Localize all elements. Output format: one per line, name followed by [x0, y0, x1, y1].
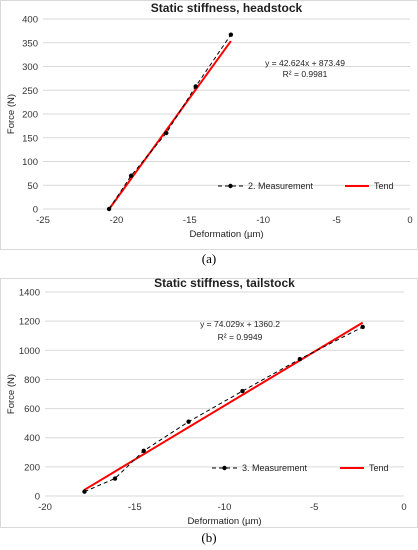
x-tick-label: -5: [332, 215, 340, 226]
y-tick-label: 1200: [19, 317, 40, 328]
y-tick-label: 200: [22, 110, 38, 121]
y-tick-label: 50: [27, 181, 38, 192]
x-tick-label: -10: [256, 215, 270, 226]
legend-label-trend: Tend: [369, 463, 389, 473]
legend-label-measurement: 2. Measurement: [248, 181, 314, 191]
y-tick-label: 400: [24, 433, 40, 444]
x-tick-label: -25: [36, 215, 50, 226]
y-tick-label: 0: [35, 492, 40, 503]
legend-label-measurement: 3. Measurement: [242, 463, 308, 473]
chart-caption-b: (b): [201, 530, 217, 545]
r-squared: R² = 0.9949: [218, 332, 263, 342]
x-tick-label: -5: [310, 502, 318, 513]
y-tick-label: 1000: [19, 346, 40, 357]
y-tick-label: 250: [22, 86, 38, 97]
chart-a: 0 50 100 150 200 250 300 350 400 -25 -20 -15 -10 -5 0 S…: [6, 1, 413, 240]
data-point: [112, 476, 118, 481]
y-tick-label: 350: [22, 38, 38, 49]
y-axis-label: Force (N): [6, 94, 17, 134]
y-tick-label: 1400: [19, 288, 40, 299]
x-axis-label: Deformation (µm): [187, 516, 261, 527]
trend-line: [83, 321, 364, 491]
x-tick-label: -20: [110, 215, 124, 226]
chart-title: Static stiffness, headstock: [151, 1, 303, 15]
data-point: [193, 84, 198, 89]
y-tick-label: 100: [22, 157, 38, 168]
y-tick-label: 150: [22, 133, 38, 144]
legend-label-trend: Tend: [374, 181, 394, 191]
y-tick-label: 300: [22, 62, 38, 73]
chart-panel-a: 0 50 100 150 200 250 300 350 400 -25 -20 -15 -10 -5 0 S…: [0, 0, 418, 268]
chart-caption-a: (a): [201, 251, 217, 266]
data-point: [297, 356, 303, 362]
data-point: [141, 448, 146, 454]
chart-b: 0 200 400 600 800 1000 1200 1400 -20 -15 -10 -5 0 Sta…: [6, 276, 407, 527]
x-tick-label: -15: [128, 502, 142, 513]
data-point: [186, 419, 191, 424]
data-point: [82, 489, 87, 494]
x-tick-label: 0: [407, 215, 412, 226]
trend-equation: y = 74.029x + 1360.2: [200, 319, 280, 329]
x-tick-label: 0: [401, 502, 406, 513]
x-tick-label: -20: [38, 502, 52, 513]
x-axis-label: Deformation (µm): [189, 229, 263, 240]
y-tick-label: 800: [24, 375, 40, 386]
y-tick-label: 600: [24, 404, 40, 415]
data-point: [240, 388, 245, 394]
chart-title: Static stiffness, tailstock: [154, 276, 295, 290]
y-tick-label: 0: [33, 205, 38, 216]
r-squared: R² = 0.9981: [283, 69, 328, 79]
trend-equation: y = 42.624x + 873.49: [265, 58, 345, 68]
y-tick-label: 200: [24, 462, 40, 473]
x-tick-label: -10: [218, 502, 232, 513]
chart-panel-b: 0 200 400 600 800 1000 1200 1400 -20 -15 -10 -5 0 Sta…: [0, 276, 418, 550]
data-point: [106, 206, 112, 212]
measurement-line: [108, 34, 232, 210]
y-axis-label: Force (N): [6, 374, 17, 414]
data-point: [164, 130, 169, 136]
trend-line: [108, 40, 232, 210]
y-tick-label: 400: [22, 15, 38, 26]
data-point: [228, 32, 234, 37]
legend-marker-measurement: [228, 183, 233, 189]
data-point: [128, 173, 134, 178]
x-tick-label: -15: [183, 215, 197, 226]
legend-marker-measurement: [222, 465, 227, 471]
data-point: [360, 324, 365, 330]
